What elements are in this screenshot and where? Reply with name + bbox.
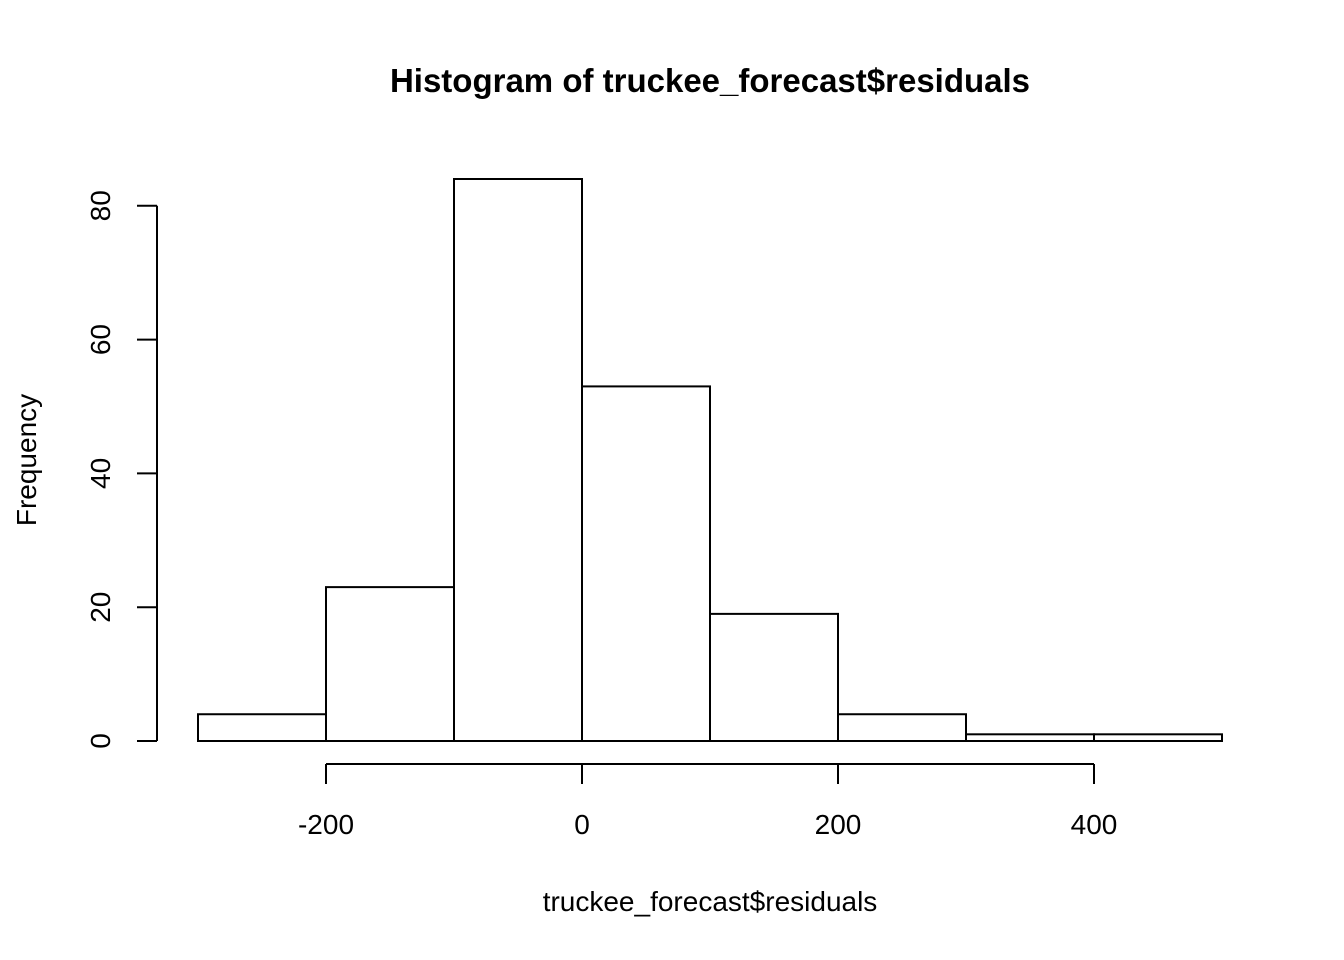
chart-title: Histogram of truckee_forecast$residuals <box>390 62 1030 99</box>
histogram-bar-0 <box>197 713 327 743</box>
x-tick-label-3: 400 <box>1071 809 1118 840</box>
histogram-bar-1 <box>325 586 455 742</box>
x-tick-label-0: -200 <box>298 809 354 840</box>
y-axis-label: Frequency <box>11 394 42 526</box>
histogram-bar-4 <box>709 612 839 743</box>
histogram-bar-2 <box>453 178 583 742</box>
y-tick-label-0: 0 <box>85 733 116 749</box>
y-tick-label-2: 40 <box>85 458 116 489</box>
histogram-bar-7 <box>1093 733 1223 742</box>
x-tick-label-2: 200 <box>815 809 862 840</box>
y-axis: 0 20 40 60 80 <box>85 190 158 749</box>
histogram-bar-3 <box>581 385 711 742</box>
y-tick-label-3: 60 <box>85 324 116 355</box>
histogram-bar-5 <box>837 713 967 743</box>
y-tick-label-4: 80 <box>85 190 116 221</box>
y-tick-label-1: 20 <box>85 592 116 623</box>
histogram-bars <box>197 178 1223 743</box>
x-axis-label: truckee_forecast$residuals <box>543 886 878 917</box>
x-tick-label-1: 0 <box>574 809 590 840</box>
histogram-bar-6 <box>965 733 1095 742</box>
x-axis: -200 0 200 400 <box>298 763 1118 840</box>
